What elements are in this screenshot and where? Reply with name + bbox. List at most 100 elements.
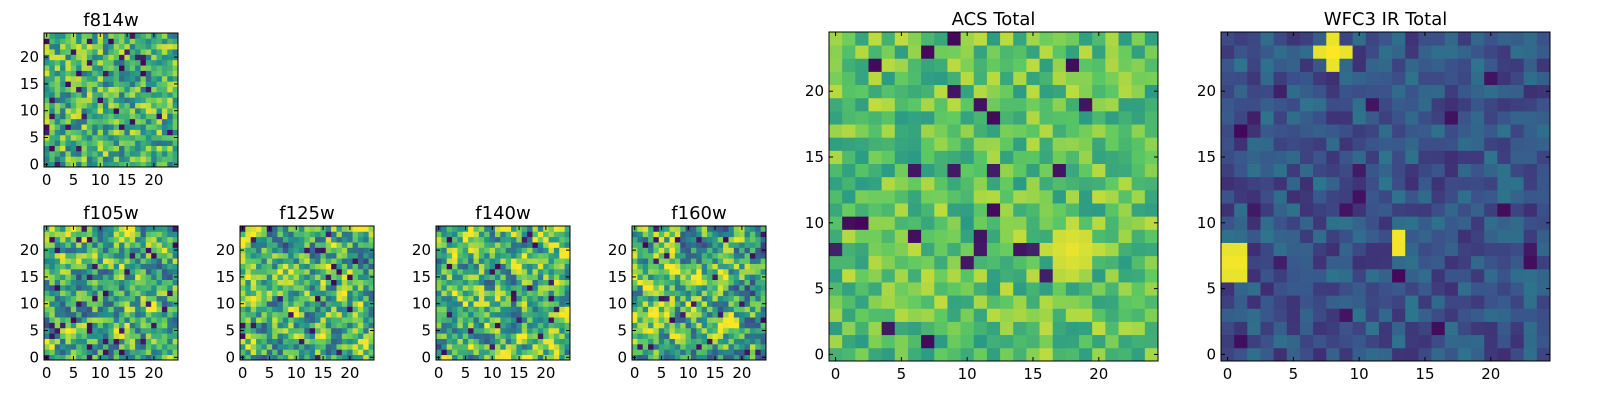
heatmap-cell <box>494 268 501 275</box>
heatmap-cell <box>102 349 109 356</box>
x-tick-label: 10 <box>1350 365 1369 383</box>
heatmap-cell <box>65 338 72 345</box>
heatmap-cell <box>266 311 273 318</box>
heatmap-cell <box>129 43 136 50</box>
heatmap-cell <box>363 311 370 318</box>
heatmap-cell <box>1299 229 1314 243</box>
heatmap-cell <box>140 231 147 238</box>
heatmap-cell <box>97 343 104 350</box>
heatmap-cell <box>65 317 72 323</box>
heatmap-cell <box>347 306 353 313</box>
heatmap-cell <box>674 247 681 254</box>
heatmap-cell <box>167 150 174 157</box>
heatmap-cell <box>749 242 756 248</box>
heatmap-cell <box>304 247 311 254</box>
heatmap-cell <box>1510 137 1525 151</box>
y-tick-label: 20 <box>412 241 431 259</box>
heatmap-cell <box>1260 58 1275 72</box>
heatmap-cell <box>65 86 72 93</box>
heatmap-cell <box>1523 163 1538 178</box>
heatmap-cell <box>744 354 751 361</box>
heatmap-cell <box>124 118 131 125</box>
heatmap-cell <box>1221 321 1235 336</box>
heatmap-cell <box>532 301 539 307</box>
heatmap-cell <box>468 226 474 232</box>
heatmap-cell <box>489 252 496 259</box>
heatmap-cell <box>1065 58 1080 72</box>
heatmap-cell <box>140 140 147 146</box>
heatmap-cell <box>81 81 88 87</box>
heatmap-cell <box>712 252 719 259</box>
heatmap-cell <box>277 343 284 350</box>
heatmap-cell <box>744 301 751 307</box>
heatmap-cell <box>484 354 490 361</box>
heatmap-cell <box>521 231 528 238</box>
heatmap-cell <box>1339 321 1353 336</box>
heatmap-cell <box>658 279 665 286</box>
heatmap-cell <box>749 338 756 345</box>
heatmap-cell <box>81 274 88 280</box>
heatmap-cell <box>446 284 453 291</box>
heatmap-cell <box>907 216 922 230</box>
heatmap-cell <box>755 236 762 243</box>
heatmap-cell <box>505 343 512 350</box>
heatmap-cell <box>156 306 163 313</box>
heatmap-cell <box>1418 150 1432 164</box>
heatmap-cell <box>272 236 278 243</box>
heatmap-cell <box>108 242 115 248</box>
heatmap-cell <box>1131 321 1146 336</box>
heatmap-cell <box>717 343 724 350</box>
heatmap-cell <box>685 333 692 339</box>
heatmap-cell <box>868 268 883 283</box>
heatmap-cell <box>696 349 703 356</box>
heatmap-cell <box>733 242 740 248</box>
heatmap-cell <box>755 295 762 302</box>
heatmap-cell <box>669 338 676 345</box>
heatmap-cell <box>60 161 66 168</box>
heatmap-cell <box>1497 110 1511 125</box>
panel-title-f125w: f125w <box>279 203 334 224</box>
heatmap-cell <box>468 252 474 259</box>
heatmap-cell <box>894 268 909 283</box>
heatmap-cell <box>1013 334 1027 349</box>
heatmap-cell <box>54 301 61 307</box>
heatmap-cell <box>1418 45 1432 59</box>
heatmap-cell <box>49 124 56 130</box>
heatmap-cell <box>1118 58 1133 72</box>
heatmap-cell <box>282 333 289 339</box>
heatmap-cell <box>266 284 273 291</box>
heatmap-cell <box>261 247 268 254</box>
heatmap-cell <box>760 284 767 291</box>
heatmap-cell <box>1523 97 1538 112</box>
heatmap-cell <box>245 284 252 291</box>
heatmap-cell <box>113 354 120 361</box>
heatmap-cell <box>505 306 512 313</box>
heatmap-cell <box>357 290 364 297</box>
heatmap-cell <box>261 301 268 307</box>
heatmap-cell <box>829 124 843 138</box>
heatmap-cell <box>739 306 745 313</box>
heatmap-cell <box>1260 216 1275 230</box>
heatmap-cell <box>54 258 61 264</box>
heatmap-cell <box>352 349 359 356</box>
heatmap-cell <box>1457 308 1472 322</box>
heatmap-cell <box>151 65 157 71</box>
heatmap-cell <box>140 306 147 313</box>
heatmap-cell <box>1221 308 1235 322</box>
heatmap-cell <box>462 301 469 307</box>
heatmap-cell <box>1144 97 1159 112</box>
heatmap-cell <box>1299 321 1314 336</box>
heatmap-cell <box>749 317 756 323</box>
heatmap-cell <box>54 338 61 345</box>
heatmap-cell <box>309 322 316 329</box>
heatmap-cell <box>894 150 909 164</box>
heatmap-cell <box>1313 189 1327 204</box>
heatmap-cell <box>1026 150 1040 164</box>
heatmap-cell <box>478 327 485 334</box>
heatmap-cell <box>1247 268 1261 283</box>
heatmap-cell <box>363 327 370 334</box>
heatmap-cell <box>1536 229 1551 243</box>
heatmap-cell <box>81 252 88 259</box>
heatmap-cell <box>1105 176 1119 191</box>
heatmap-cell <box>755 290 762 297</box>
